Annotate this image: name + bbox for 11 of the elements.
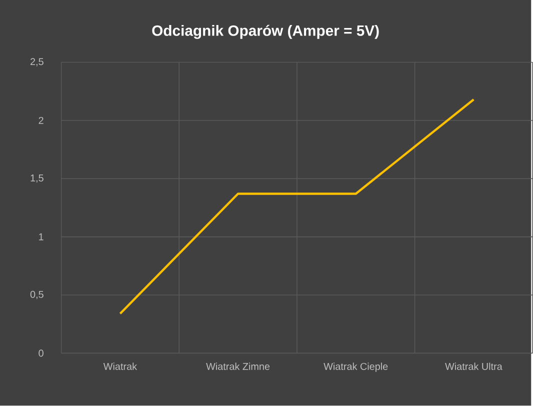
y-tick-label: 0,5 xyxy=(30,291,44,300)
chart-title: Odciagnik Oparów (Amper = 5V) xyxy=(152,25,379,40)
y-tick-label: 2 xyxy=(38,117,44,124)
y-tick-label: 1 xyxy=(39,234,44,240)
x-tick-label: Wiatrak xyxy=(103,362,138,370)
y-tick-label: 0 xyxy=(38,350,44,357)
x-tick-label: Wiatrak Ultra xyxy=(445,362,502,370)
x-tick-label: Wiatrak Zimne xyxy=(206,362,270,370)
y-tick-label: 2,5 xyxy=(30,58,44,67)
x-tick-label: Wiatrak Cieple xyxy=(324,362,388,372)
y-tick-label: 1,5 xyxy=(30,174,44,183)
